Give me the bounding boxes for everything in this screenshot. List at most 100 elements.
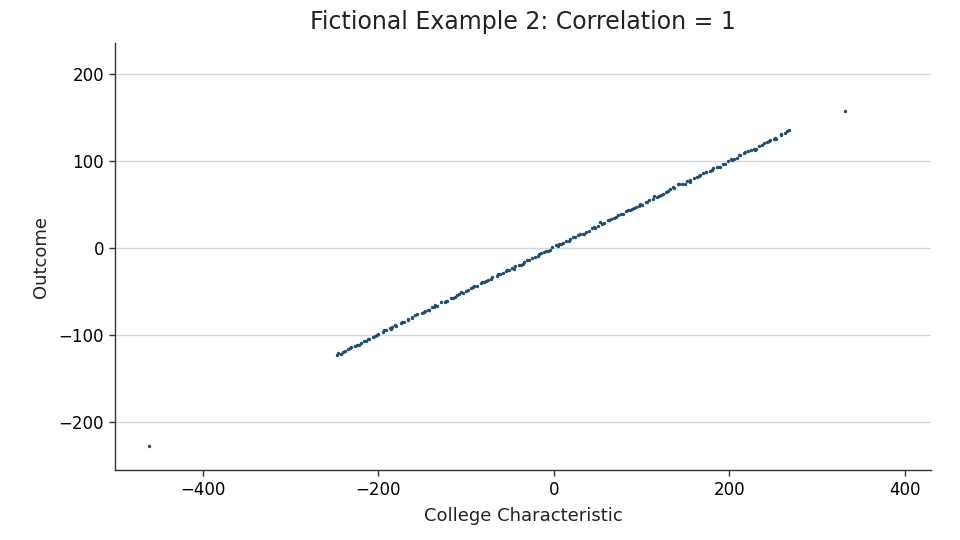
- Point: [524, 254, 540, 262]
- Point: [483, 274, 498, 283]
- Point: [427, 301, 443, 310]
- Point: [544, 243, 560, 252]
- Point: [534, 249, 549, 258]
- Point: [743, 146, 758, 154]
- Point: [615, 210, 631, 219]
- Point: [677, 180, 692, 188]
- Point: [587, 223, 602, 232]
- Point: [478, 277, 493, 286]
- Point: [455, 288, 470, 297]
- Point: [670, 180, 685, 188]
- Point: [596, 219, 612, 227]
- Point: [730, 153, 745, 162]
- Point: [653, 191, 668, 199]
- Point: [666, 184, 682, 193]
- Point: [592, 218, 608, 227]
- Point: [400, 314, 416, 323]
- Point: [635, 200, 650, 209]
- Point: [464, 284, 479, 292]
- Point: [418, 307, 433, 315]
- Point: [330, 351, 346, 360]
- Point: [490, 270, 505, 279]
- Point: [356, 336, 372, 345]
- Point: [519, 255, 535, 264]
- Point: [417, 308, 432, 316]
- Point: [532, 249, 547, 258]
- Point: [506, 265, 521, 273]
- Point: [588, 224, 603, 232]
- Point: [556, 238, 571, 247]
- Point: [349, 340, 365, 349]
- Point: [536, 248, 551, 256]
- Point: [489, 272, 504, 280]
- Point: [420, 306, 436, 314]
- Point: [718, 159, 733, 168]
- Point: [362, 335, 377, 343]
- Point: [699, 168, 714, 177]
- Point: [629, 203, 644, 212]
- Point: [395, 318, 410, 326]
- Point: [370, 330, 385, 339]
- Point: [567, 233, 583, 241]
- Point: [724, 156, 739, 164]
- Point: [516, 259, 531, 268]
- Point: [385, 323, 400, 332]
- Point: [576, 229, 591, 238]
- Point: [473, 279, 489, 287]
- Point: [504, 264, 519, 273]
- Point: [727, 154, 742, 163]
- Point: [647, 192, 662, 201]
- Point: [780, 126, 795, 135]
- Point: [474, 278, 490, 286]
- Point: [603, 215, 618, 224]
- Point: [638, 197, 654, 206]
- Point: [514, 261, 529, 269]
- Point: [686, 174, 702, 183]
- Point: [378, 326, 394, 335]
- Point: [371, 329, 386, 338]
- Point: [389, 321, 404, 330]
- Point: [414, 309, 429, 318]
- Point: [333, 349, 348, 358]
- Point: [662, 185, 678, 194]
- Point: [705, 165, 720, 174]
- Point: [516, 258, 532, 266]
- Point: [507, 262, 522, 271]
- Point: [400, 316, 416, 325]
- Point: [551, 239, 566, 248]
- Point: [624, 205, 639, 213]
- Point: [469, 282, 485, 291]
- Point: [579, 227, 594, 236]
- Point: [660, 186, 676, 195]
- Point: [421, 306, 437, 314]
- Point: [756, 139, 772, 147]
- Point: [368, 332, 383, 340]
- Point: [424, 302, 440, 311]
- Point: [582, 226, 597, 235]
- Point: [430, 301, 445, 310]
- Point: [747, 146, 762, 154]
- Title: Fictional Example 2: Correlation = 1: Fictional Example 2: Correlation = 1: [310, 10, 736, 35]
- Point: [590, 221, 606, 230]
- Point: [408, 310, 423, 319]
- Point: [774, 130, 789, 139]
- Point: [351, 340, 367, 349]
- Point: [358, 336, 373, 345]
- Point: [659, 188, 674, 197]
- Point: [585, 224, 600, 232]
- Point: [746, 145, 761, 154]
- Point: [554, 240, 569, 248]
- Point: [498, 266, 514, 275]
- Point: [671, 180, 686, 188]
- Point: [511, 261, 526, 269]
- Point: [565, 233, 581, 241]
- Point: [761, 137, 777, 145]
- Point: [641, 196, 657, 205]
- Point: [622, 206, 637, 214]
- Point: [480, 275, 495, 284]
- Point: [689, 173, 705, 181]
- Point: [656, 190, 671, 199]
- X-axis label: College Characteristic: College Characteristic: [423, 507, 623, 525]
- Point: [609, 213, 624, 222]
- Point: [337, 347, 352, 355]
